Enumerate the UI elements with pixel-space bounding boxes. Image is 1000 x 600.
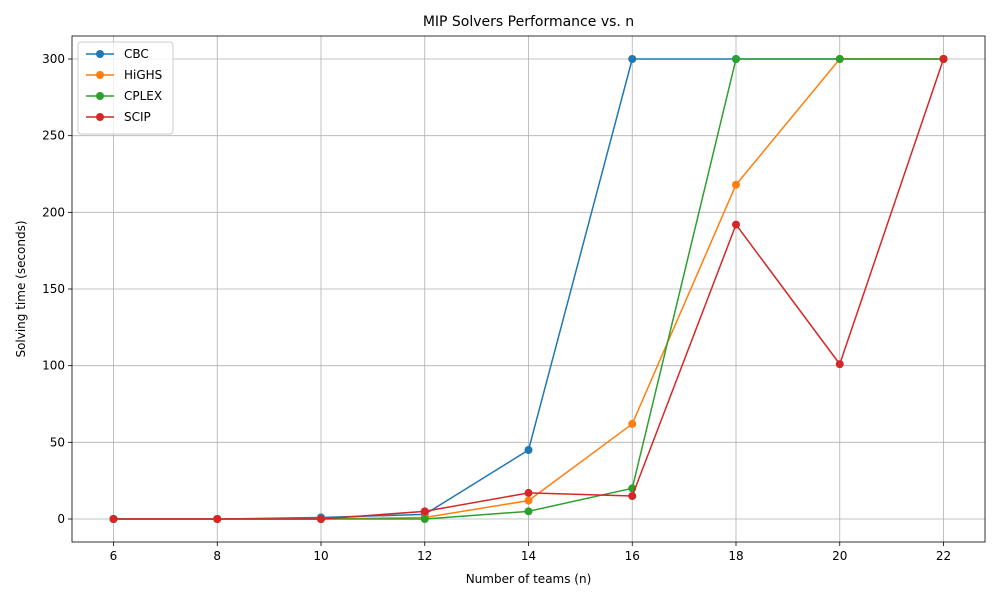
legend-marker-cbc xyxy=(96,50,104,58)
y-tick-label: 0 xyxy=(57,512,65,526)
data-point-scip xyxy=(317,515,325,523)
x-tick-label: 22 xyxy=(936,549,951,563)
x-tick-label: 12 xyxy=(417,549,432,563)
legend-marker-scip xyxy=(96,113,104,121)
legend-label-highs: HiGHS xyxy=(124,68,162,82)
legend-item-cbc: CBC xyxy=(86,47,149,61)
data-point-cplex xyxy=(420,515,429,523)
legend-marker-highs xyxy=(96,71,104,79)
data-point-highs xyxy=(524,496,533,505)
legend-label-scip: SCIP xyxy=(124,110,151,124)
x-tick-label: 20 xyxy=(832,549,847,563)
data-point-cplex xyxy=(524,507,533,516)
legend-marker-cplex xyxy=(96,92,104,100)
legend-label-cbc: CBC xyxy=(124,47,149,61)
x-tick-label: 16 xyxy=(625,549,640,563)
legend-item-cplex: CPLEX xyxy=(86,89,162,103)
ticks: 6 8 10 12 14 16 18 20 22 0 50 100 150 200 250 300 xyxy=(42,52,951,563)
data-point-cplex xyxy=(835,55,844,63)
data-point-cplex xyxy=(732,55,740,63)
x-tick-label: 6 xyxy=(110,549,118,563)
y-axis-label: Solving time (seconds) xyxy=(14,220,28,357)
data-point-cbc xyxy=(628,55,637,63)
y-tick-label: 250 xyxy=(42,129,65,143)
data-point-highs xyxy=(628,419,637,428)
y-tick-label: 50 xyxy=(50,435,65,449)
data-point-cbc xyxy=(524,446,533,454)
legend: CBC HiGHS CPLEX SCIP xyxy=(77,41,174,135)
data-point-scip xyxy=(524,488,533,497)
data-point-scip xyxy=(420,507,429,516)
legend-label-cplex: CPLEX xyxy=(124,89,162,103)
data-point-highs xyxy=(732,180,740,189)
data-point-scip xyxy=(732,220,740,229)
legend-item-highs: HiGHS xyxy=(86,68,162,82)
data-point-scip xyxy=(939,55,948,63)
x-tick-label: 14 xyxy=(521,549,536,563)
y-tick-label: 100 xyxy=(42,359,65,373)
x-tick-label: 10 xyxy=(313,549,328,563)
legend-item-scip: SCIP xyxy=(86,110,151,124)
legend-box xyxy=(77,41,174,135)
y-tick-label: 200 xyxy=(42,205,65,219)
y-tick-label: 300 xyxy=(42,52,65,66)
data-point-scip xyxy=(109,515,118,523)
chart-title: MIP Solvers Performance vs. n xyxy=(423,14,634,30)
x-tick-label: 18 xyxy=(728,549,743,563)
series-layer xyxy=(109,55,948,523)
data-point-scip xyxy=(835,360,844,369)
grid xyxy=(72,36,985,542)
series-scip xyxy=(109,55,948,523)
x-tick-label: 8 xyxy=(213,549,221,563)
data-point-scip xyxy=(628,492,637,500)
data-point-scip xyxy=(213,515,222,523)
x-axis-label: Number of teams (n) xyxy=(466,572,592,586)
y-tick-label: 150 xyxy=(42,282,65,296)
